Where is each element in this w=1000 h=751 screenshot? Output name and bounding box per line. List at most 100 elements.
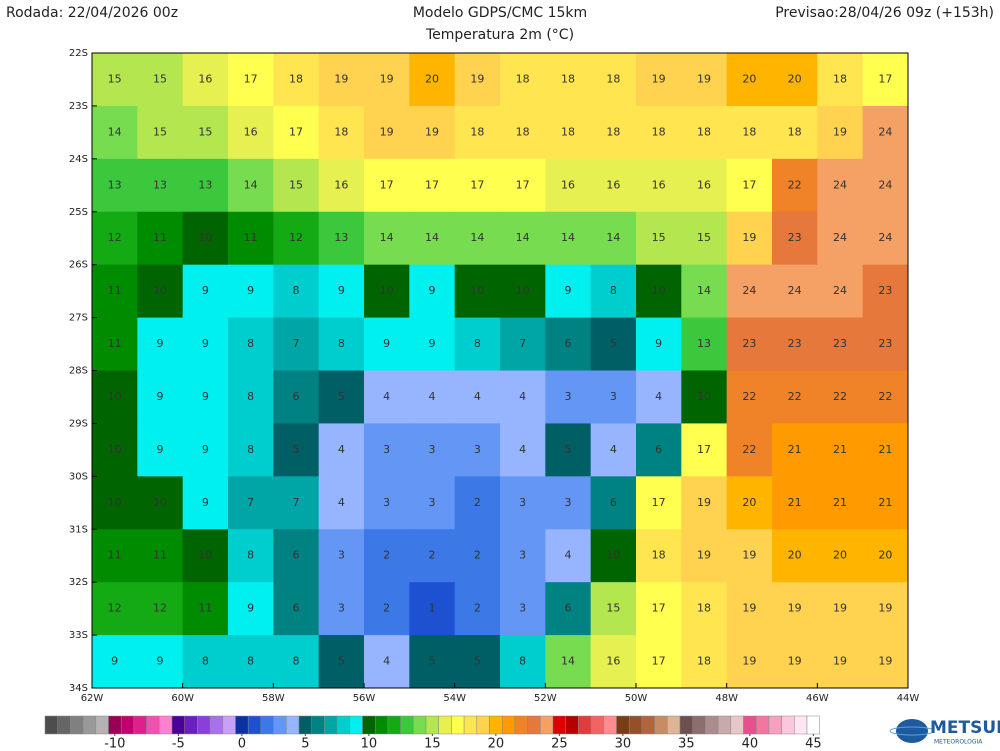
temperature-cell xyxy=(409,211,456,266)
temperature-value: 9 xyxy=(655,337,662,350)
temperature-cell xyxy=(228,423,274,477)
temperature-cell xyxy=(772,582,818,636)
temperature-cell xyxy=(318,264,365,319)
temperature-cell xyxy=(772,158,818,213)
temperature-value: 9 xyxy=(202,284,209,297)
temperature-value: 20 xyxy=(742,72,756,85)
temperature-cell xyxy=(817,476,864,530)
temperature-value: 18 xyxy=(652,125,666,138)
temperature-value: 18 xyxy=(697,602,711,615)
temperature-value: 6 xyxy=(655,443,662,456)
temperature-value: 8 xyxy=(293,284,300,297)
colorbar-label: 40 xyxy=(742,737,759,751)
temperature-value: 17 xyxy=(516,178,530,191)
temperature-value: 15 xyxy=(198,125,212,138)
temperature-value: 6 xyxy=(293,390,300,403)
temperature-cell xyxy=(318,476,365,530)
temperature-cell xyxy=(364,264,410,319)
temperature-value: 8 xyxy=(247,443,254,456)
temperature-value: 8 xyxy=(247,390,254,403)
temperature-value: 14 xyxy=(108,125,122,138)
temperature-value: 4 xyxy=(519,390,526,403)
temperature-value: 3 xyxy=(383,443,390,456)
temperature-value: 8 xyxy=(247,337,254,350)
temperature-value: 9 xyxy=(111,655,118,668)
temperature-cell xyxy=(726,105,773,160)
temperature-cell xyxy=(500,53,546,107)
temperature-value: 4 xyxy=(565,549,572,562)
temperature-value: 9 xyxy=(202,443,209,456)
colorbar-label: -10 xyxy=(104,737,125,751)
temperature-value: 3 xyxy=(383,496,390,509)
temperature-value: 21 xyxy=(788,496,802,509)
temperature-value: 12 xyxy=(289,231,303,244)
temperature-cell xyxy=(409,529,456,583)
temperature-cell xyxy=(636,582,682,636)
temperature-cell xyxy=(726,423,773,477)
temperature-value: 18 xyxy=(742,125,756,138)
temperature-cell xyxy=(409,582,456,636)
colorbar-swatch xyxy=(349,715,363,735)
temperature-value: 9 xyxy=(202,337,209,350)
temperature-value: 11 xyxy=(108,284,122,297)
logo: METSUL METEOROLOGIA xyxy=(889,718,1000,746)
colorbar-swatch xyxy=(552,715,566,735)
lon-label: 46W xyxy=(806,693,829,704)
temperature-value: 16 xyxy=(652,178,666,191)
temperature-cell xyxy=(92,211,138,266)
temperature-value: 20 xyxy=(833,549,847,562)
map-frame xyxy=(91,52,909,689)
temperature-cell xyxy=(409,158,456,213)
temperature-cell xyxy=(500,635,546,689)
temperature-cell xyxy=(772,211,818,266)
temperature-value: 17 xyxy=(878,72,892,85)
temperature-cell xyxy=(590,529,637,583)
temperature-cell xyxy=(500,158,546,213)
colorbar-swatch xyxy=(324,715,338,735)
temperature-cell xyxy=(318,158,365,213)
temperature-value: 22 xyxy=(742,390,756,403)
temperature-cell xyxy=(862,158,909,213)
temperature-cell xyxy=(137,53,184,107)
temperature-cell xyxy=(228,158,274,213)
temperature-cell xyxy=(545,264,592,319)
temperature-cell xyxy=(862,423,909,477)
colorbar-swatch xyxy=(222,715,236,735)
colorbar-swatch xyxy=(755,715,770,735)
temperature-value: 9 xyxy=(429,284,436,297)
temperature-value: 4 xyxy=(429,390,436,403)
temperature-value: 3 xyxy=(565,390,572,403)
temperature-value: 15 xyxy=(108,72,122,85)
temperature-value: 24 xyxy=(833,231,847,244)
temperature-value: 3 xyxy=(610,390,617,403)
colorbar-label: 25 xyxy=(551,737,568,751)
temperature-cell xyxy=(182,53,229,107)
colorbar-swatch xyxy=(171,715,185,735)
temperature-value: 14 xyxy=(425,231,439,244)
temperature-cell xyxy=(228,317,274,371)
temperature-value: 14 xyxy=(606,231,620,244)
temperature-cell xyxy=(364,105,410,160)
colorbar-label: 30 xyxy=(615,737,632,751)
temperature-value: 10 xyxy=(153,496,167,509)
colorbar-swatch xyxy=(273,715,287,735)
temperature-value: 9 xyxy=(429,337,436,350)
temperature-value: 12 xyxy=(108,231,122,244)
temperature-value: 2 xyxy=(474,602,481,615)
colorbar-swatch xyxy=(108,715,122,735)
colorbar-swatch xyxy=(133,715,147,735)
temperature-value: 6 xyxy=(565,602,572,615)
temperature-value: 8 xyxy=(338,337,345,350)
temperature-cell xyxy=(454,476,501,530)
temperature-value: 18 xyxy=(833,72,847,85)
temperature-value: 15 xyxy=(289,178,303,191)
temperature-cell xyxy=(636,211,682,266)
temperature-cell xyxy=(182,635,229,689)
temperature-value: 15 xyxy=(697,231,711,244)
temperature-cell xyxy=(228,529,274,583)
temperature-cell xyxy=(273,476,320,530)
temperature-cell xyxy=(726,264,773,319)
temperature-cell xyxy=(500,317,546,371)
temperature-cell xyxy=(318,53,365,107)
temperature-value: 9 xyxy=(202,390,209,403)
